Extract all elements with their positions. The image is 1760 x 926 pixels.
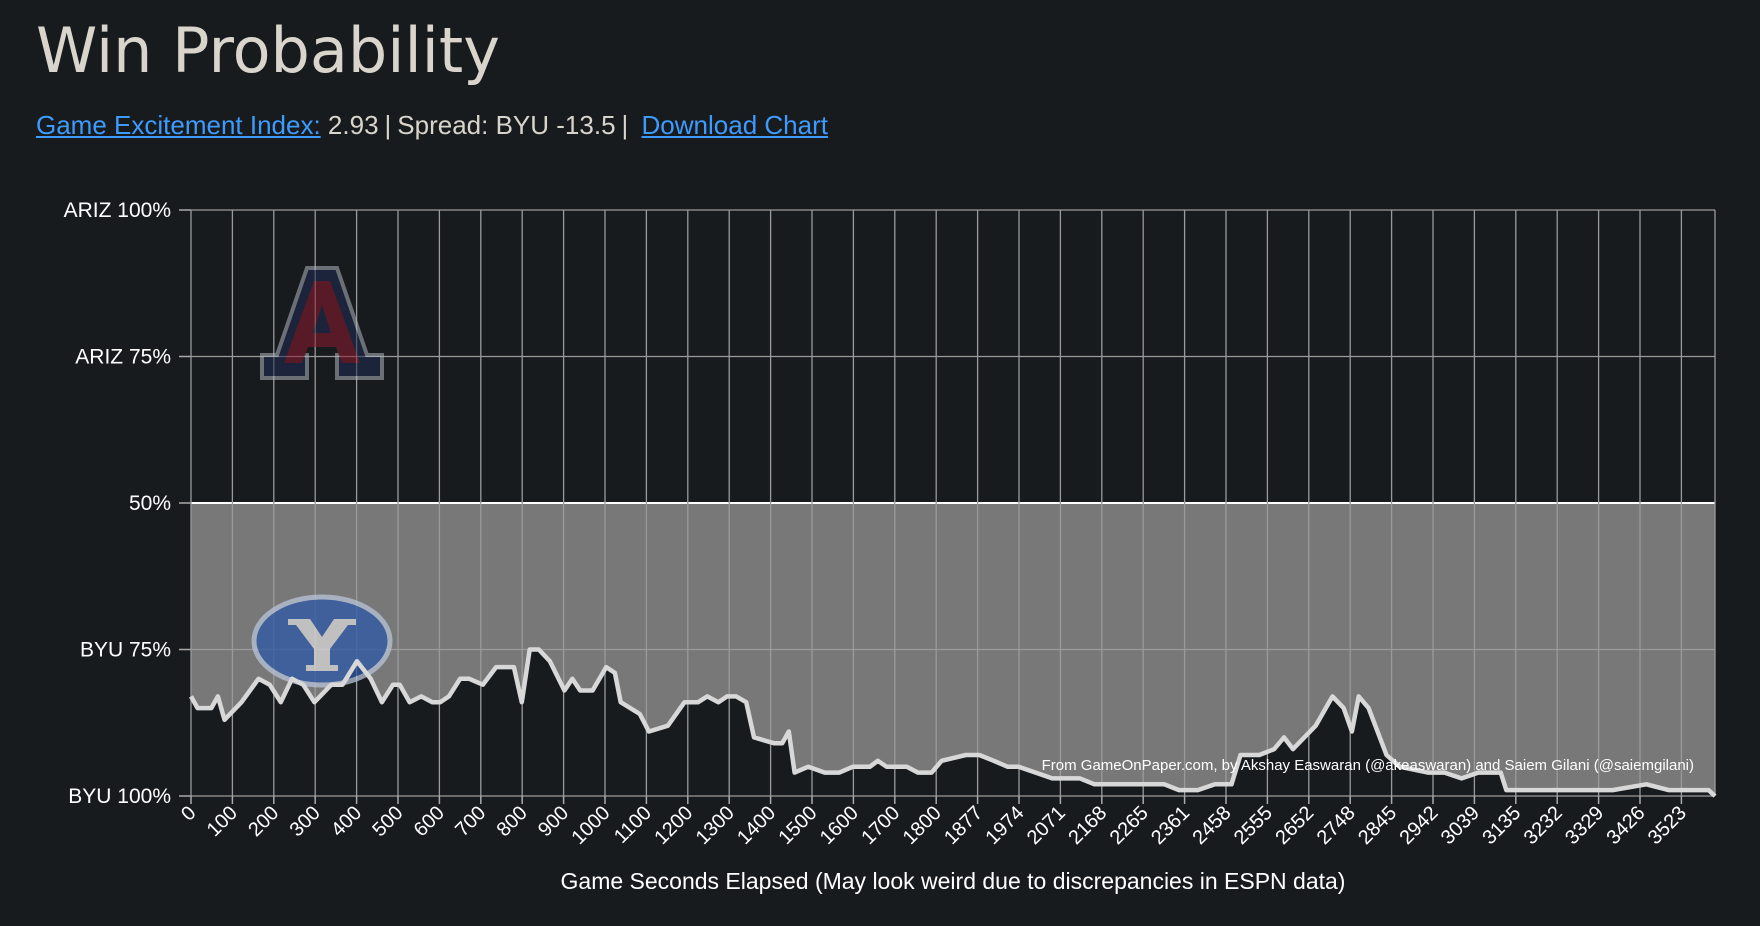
x-tick-label: 2361 (1147, 802, 1194, 849)
x-tick-label: 2555 (1230, 802, 1277, 849)
x-tick-label: 900 (534, 802, 573, 841)
x-tick-label: 1400 (733, 802, 780, 849)
page-title: Win Probability (36, 14, 500, 87)
attribution: From GameOnPaper.com, by Akshay Easwaran… (1042, 757, 1694, 774)
x-tick-label: 2168 (1064, 802, 1111, 849)
x-tick-label: 2942 (1396, 802, 1443, 849)
x-tick-label: 800 (493, 802, 532, 841)
y-tick-label: 50% (129, 492, 171, 515)
win-probability-line (189, 647, 1717, 798)
x-tick-label: 3039 (1437, 802, 1484, 849)
x-tick-label: 3329 (1561, 802, 1608, 849)
x-tick-label: 400 (327, 802, 366, 841)
x-tick-label: 3523 (1644, 802, 1691, 849)
spread: Spread: BYU -13.5 (397, 110, 616, 140)
x-tick-label: 2458 (1189, 802, 1236, 849)
x-tick-label: 1500 (775, 802, 822, 849)
x-tick-label: 2845 (1354, 802, 1401, 849)
x-tick-label: 1000 (568, 802, 615, 849)
x-tick-label: 3135 (1478, 802, 1525, 849)
x-tick-label: 3232 (1520, 802, 1567, 849)
y-tick-label: BYU 75% (80, 639, 171, 662)
x-tick-label: 200 (244, 802, 283, 841)
x-tick-label: 1877 (940, 802, 987, 849)
x-tick-label: 700 (451, 802, 490, 841)
x-tick-label: 1300 (692, 802, 739, 849)
separator: | (384, 110, 392, 140)
x-tick-label: 2748 (1313, 802, 1360, 849)
x-tick-label: 100 (203, 802, 242, 841)
x-tick-label: 600 (410, 802, 449, 841)
x-tick-label: 1200 (650, 802, 697, 849)
download-link[interactable]: Download Chart (641, 110, 828, 140)
x-tick-label: 1800 (899, 802, 946, 849)
line-layer (189, 647, 1717, 798)
gei-value: 2.93 (327, 110, 379, 140)
x-tick-label: 2265 (1106, 802, 1153, 849)
x-tick-label: 1974 (982, 802, 1029, 849)
y-tick-label: ARIZ 75% (75, 346, 171, 369)
x-tick-label: 1100 (610, 802, 656, 848)
x-tick-label: 2071 (1023, 802, 1070, 849)
separator: | (621, 110, 629, 140)
x-tick-label: 300 (286, 802, 325, 841)
x-tick-label: 3426 (1603, 802, 1650, 849)
x-tick-label: 2652 (1271, 802, 1318, 849)
area-under-line (191, 649, 1715, 796)
arizona-logo (260, 266, 384, 380)
x-tick-label: 1700 (857, 802, 904, 849)
y-tick-label: BYU 100% (68, 785, 171, 808)
x-tick-label: 1600 (816, 802, 863, 849)
x-tick-label: 500 (368, 802, 407, 841)
gei-link[interactable]: Game Excitement Index: (36, 110, 321, 140)
subtitle: Game Excitement Index: 2.93 | Spread: BYU … (36, 110, 828, 141)
byu-logo (251, 594, 393, 688)
x-tick-label: 0 (177, 802, 200, 825)
x-axis-label: Game Seconds Elapsed (May look weird due… (561, 868, 1346, 894)
y-tick-label: ARIZ 100% (64, 199, 171, 222)
